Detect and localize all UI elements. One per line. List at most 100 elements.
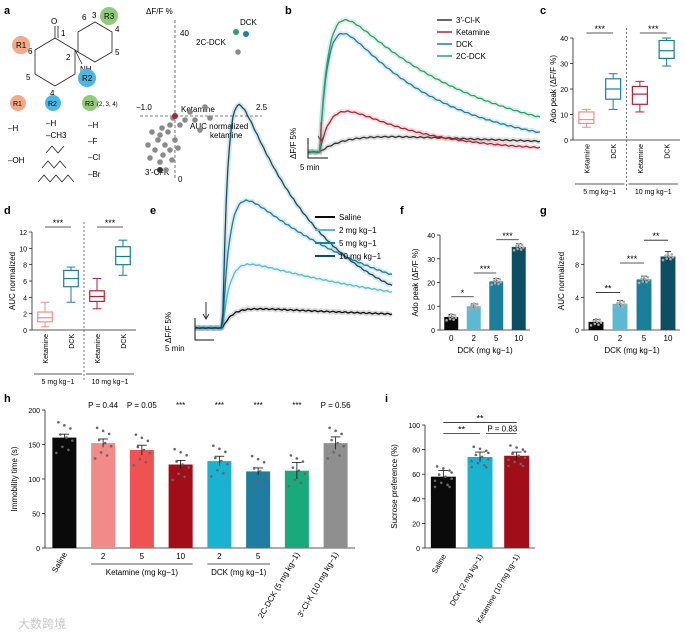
panel-d-sig-0: *** [53, 218, 64, 228]
panel-b-legend-label-3: 2C-DCK [456, 52, 486, 61]
panel-h-dot-7-7 [330, 438, 333, 442]
r3-label: R3 [104, 12, 115, 21]
r1-opt-oh: –OH [8, 156, 25, 165]
panel-b-injection-arrow [317, 122, 325, 142]
r1-label: R1 [16, 41, 27, 50]
scatter-a-point-23 [160, 152, 166, 158]
scatter-a-point-21 [149, 129, 155, 135]
panel-i-dot-0-3 [446, 483, 449, 487]
r2-butyl [37, 174, 75, 183]
panel-b-traces: ΔF/F 5%5 min 3′-Cl-K Ketamine DCK 2C-DCK [289, 16, 541, 172]
panel-c-xticklabel-3: DCK [665, 144, 672, 159]
panel-h-xticklabel-1: 2 [101, 552, 106, 561]
panel-i-dot-2-3 [519, 462, 523, 466]
panel-h-dot-7-3 [338, 454, 341, 457]
ring-num-4: 4 [50, 89, 55, 98]
panel-d-ylabel: AUC normalized [8, 252, 17, 310]
panel-h-dot-7-1 [342, 444, 345, 448]
panel-i-dot-2-2 [521, 448, 525, 451]
panel-f-dot-3-0 [512, 248, 516, 252]
panel-h-dot-5-2 [262, 460, 266, 464]
panel-c-grouplabel-1: 10 mg kg−1 [635, 189, 672, 196]
scatter-a-point-11 [172, 137, 178, 143]
panel-h-yticklabel-4: 200 [28, 408, 40, 415]
panel-c-yticklabel-2: 20 [560, 87, 568, 94]
panel-f-xlabel: DCK (mg kg−1) [457, 346, 513, 355]
panel-h-dot-7-8 [328, 426, 331, 430]
r2-label: R2 [82, 74, 93, 83]
panel-i-dot-1-9 [470, 459, 473, 463]
panel-h-dot-5-7 [252, 467, 256, 470]
panel-b-scale-x: 5 min [300, 163, 320, 172]
panel-g-sig-1: *** [627, 254, 638, 264]
panel-f-dot-3-2 [520, 243, 524, 247]
panel-h-dot-4-1 [226, 462, 229, 466]
panel-i-dot-2-5 [515, 446, 518, 449]
panel-h-dot-0-1 [71, 439, 74, 442]
panel-f-dot-2-4 [496, 280, 499, 283]
r1-badge [12, 36, 30, 54]
panel-f-dot-0-0 [445, 319, 448, 322]
panel-h-dot-5-4 [258, 470, 262, 473]
panel-h-dot-4-3 [222, 472, 225, 475]
panel-g-dot-1-6 [617, 304, 621, 308]
panel-h-dot-0-2 [69, 427, 72, 430]
r1-opt-h: –H [8, 124, 18, 133]
panel-f-dot-0-5 [449, 312, 453, 316]
panel-i-sig-0: ** [458, 425, 466, 435]
panel-i-yticklabel-3: 60 [412, 472, 420, 479]
panel-d-yticklabel-3: 6 [23, 279, 27, 286]
panel-g-sig-2: ** [652, 231, 660, 241]
panel-h-dot-1-8 [95, 426, 99, 430]
panel-g-dot-2-4 [643, 278, 647, 281]
panel-i-dot-0-8 [435, 465, 439, 468]
panel-i-xticklabel-2: Ketamine (10 mg kg−1) [475, 552, 522, 625]
panel-e-legend-label-0: Saline [339, 213, 362, 222]
panel-c-box-0 [578, 111, 595, 125]
cyclohexanone-ring [34, 37, 76, 87]
panel-h-dot-2-5 [140, 436, 144, 440]
panel-h-annotation-0: P = 0.44 [88, 401, 118, 410]
panel-h-dot-0-0 [55, 451, 58, 455]
panel-i-dot-2-9 [507, 458, 510, 462]
panel-letter-d: d [4, 205, 11, 217]
panel-i-dot-1-5 [478, 447, 482, 451]
ring-num-5: 5 [26, 73, 31, 82]
panel-i-xticklabel-0: Saline [430, 553, 448, 576]
panel-h-dot-3-7 [175, 460, 178, 463]
panel-h-dot-2-7 [136, 445, 140, 449]
scatter-a-ytop: 40 [180, 29, 189, 38]
panel-i-dot-2-6 [513, 460, 516, 464]
panel-g-xlabel: DCK (mg kg−1) [604, 346, 660, 355]
panel-h-dot-3-6 [177, 472, 180, 476]
panel-h-xticklabel-0: Saline [50, 550, 69, 574]
panel-d-grouplabel-1: 10 mg kg−1 [92, 379, 129, 386]
panel-f-sig-0: * [461, 288, 465, 298]
panel-g-dot-0-7 [592, 319, 595, 323]
ring-num-6: 6 [28, 47, 33, 56]
ph-num-6: 6 [82, 13, 87, 22]
panel-d-boxplot: 0 2 4 6 8 10 12 AUC normalized Ketamine DCK Ketami… [8, 218, 136, 386]
panel-i-dot-0-1 [450, 477, 453, 481]
panel-f-bar-1 [466, 306, 481, 330]
panel-g-ylabel: AUC normalized [557, 252, 566, 310]
panel-f-dot-1-3 [474, 307, 478, 311]
panel-g-dot-3-5 [666, 252, 670, 255]
panel-h-dot-3-4 [181, 463, 184, 466]
panel-i-dot-0-9 [433, 479, 437, 483]
panel-h-dot-6-3 [299, 481, 303, 485]
panel-h-xticklabel-3: 10 [176, 552, 185, 561]
panel-g-dot-2-5 [642, 275, 646, 278]
panel-f-xticklabel-2: 5 [494, 334, 499, 343]
panel-h-dot-3-3 [183, 475, 186, 479]
panel-i-dot-1-7 [474, 453, 478, 457]
panel-i-dot-0-2 [448, 469, 451, 472]
panel-g-dot-1-1 [623, 303, 627, 306]
panel-i-yticklabel-1: 20 [412, 521, 420, 528]
panel-f-dot-2-0 [490, 283, 493, 287]
panel-h-ylabel: Immobility time (s) [10, 446, 19, 511]
scatter-a-point-15 [192, 117, 198, 123]
panel-c-sig-1: *** [648, 24, 659, 34]
scatter-a-point-1 [152, 147, 158, 153]
panel-c-boxplot: 0 10 20 30 40 Ado peak (ΔF/F %) Ketamine DCK Ket… [549, 24, 680, 196]
